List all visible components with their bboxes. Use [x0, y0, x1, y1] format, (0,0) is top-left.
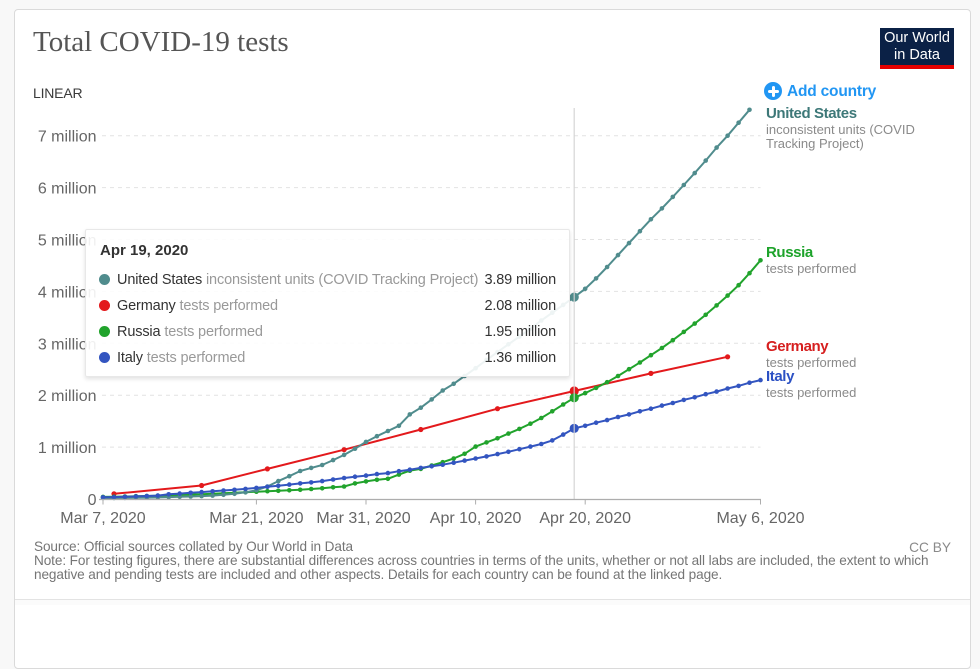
svg-text:0: 0 [88, 492, 97, 509]
svg-text:7 million: 7 million [38, 129, 97, 146]
svg-text:5 million: 5 million [38, 233, 97, 250]
svg-text:Apr 10, 2020: Apr 10, 2020 [430, 510, 522, 527]
svg-text:6 million: 6 million [38, 181, 97, 198]
svg-text:1 million: 1 million [38, 440, 97, 457]
svg-text:3 million: 3 million [38, 336, 97, 353]
svg-text:4 million: 4 million [38, 284, 97, 301]
svg-text:Mar 7, 2020: Mar 7, 2020 [60, 510, 145, 527]
svg-text:May 6, 2020: May 6, 2020 [716, 510, 804, 527]
svg-text:Mar 21, 2020: Mar 21, 2020 [209, 510, 303, 527]
svg-text:2 million: 2 million [38, 388, 97, 405]
svg-text:Apr 20, 2020: Apr 20, 2020 [539, 510, 631, 527]
svg-text:Mar 31, 2020: Mar 31, 2020 [316, 510, 410, 527]
